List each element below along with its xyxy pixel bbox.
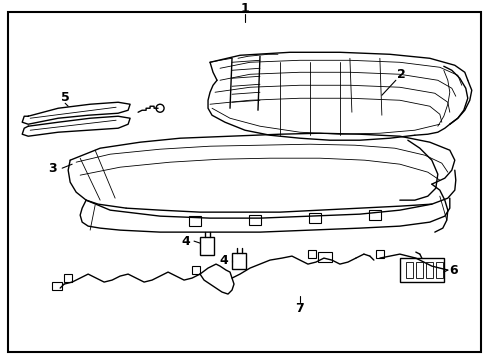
Text: 2: 2 [397,68,406,81]
Text: 7: 7 [295,302,304,315]
Text: 6: 6 [448,264,457,276]
Bar [200,237,214,255]
Bar [308,213,320,223]
Text: 5: 5 [61,91,69,104]
Bar [405,262,412,278]
Text: 3: 3 [48,162,57,175]
Bar [317,252,331,262]
Bar [425,262,432,278]
Bar [192,266,200,274]
Bar [231,253,245,269]
Bar [415,262,422,278]
Bar [368,210,380,220]
Bar [189,216,201,226]
Text: 1: 1 [240,2,249,15]
Bar [64,274,72,282]
Text: 4: 4 [219,253,228,267]
Text: 4: 4 [182,235,190,248]
Bar [307,250,315,258]
Bar [435,262,442,278]
Bar [52,282,62,290]
Bar [375,250,383,258]
Bar [248,215,261,225]
Bar [399,258,443,282]
